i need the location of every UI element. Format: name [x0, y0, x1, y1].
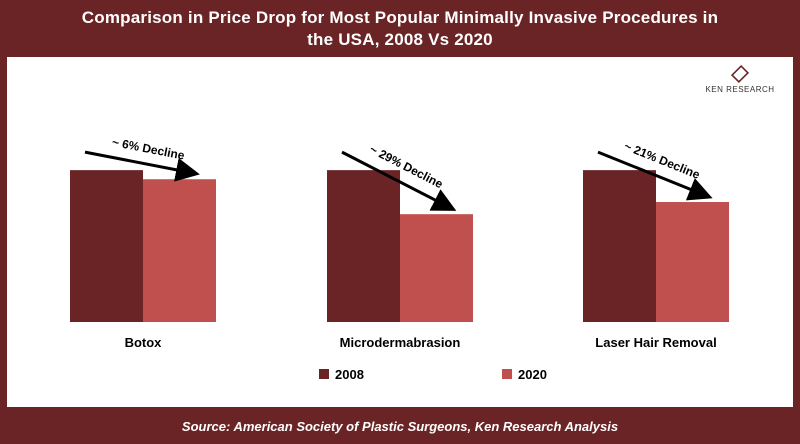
bar-2008-microdermabrasion [327, 170, 400, 322]
legend-swatch-2020 [502, 369, 512, 379]
decline-arrow-2 [341, 150, 457, 211]
decline-arrow-3 [597, 150, 713, 201]
title-line-1: Comparison in Price Drop for Most Popula… [81, 8, 719, 27]
bar-2008-laser-hair-removal [583, 170, 656, 322]
legend-label-2020: 2020 [518, 367, 547, 382]
bar-2020-laser-hair-removal [656, 202, 729, 322]
category-label-laser-hair-removal: Laser Hair Removal [595, 335, 716, 350]
chart-title: Comparison in Price Drop for Most Popula… [0, 0, 800, 56]
bar-2008-botox [70, 170, 143, 322]
ken-research-logo: KEN RESEARCH [685, 64, 795, 95]
legend-swatch-2008 [319, 369, 329, 379]
logo-mark-icon [730, 64, 750, 84]
decline-arrow-1 [84, 150, 200, 182]
legend-label-2008: 2008 [335, 367, 364, 382]
bar-chart: ~ 6% Decline ~ 29% Decline ~ 21% Decline B… [70, 135, 729, 382]
category-label-botox: Botox [125, 335, 163, 350]
source-note: Source: American Society of Plastic Surg… [181, 419, 619, 434]
title-line-2: the USA, 2008 Vs 2020 [307, 30, 493, 49]
bar-2020-botox [143, 179, 216, 322]
logo-text: KEN RESEARCH [705, 85, 775, 94]
plot-area: KEN RESEARCH ~ 6% Decline ~ 29% Decline ~ … [7, 57, 793, 407]
bar-2020-microdermabrasion [400, 214, 473, 322]
category-label-microdermabrasion: Microdermabrasion [340, 335, 461, 350]
